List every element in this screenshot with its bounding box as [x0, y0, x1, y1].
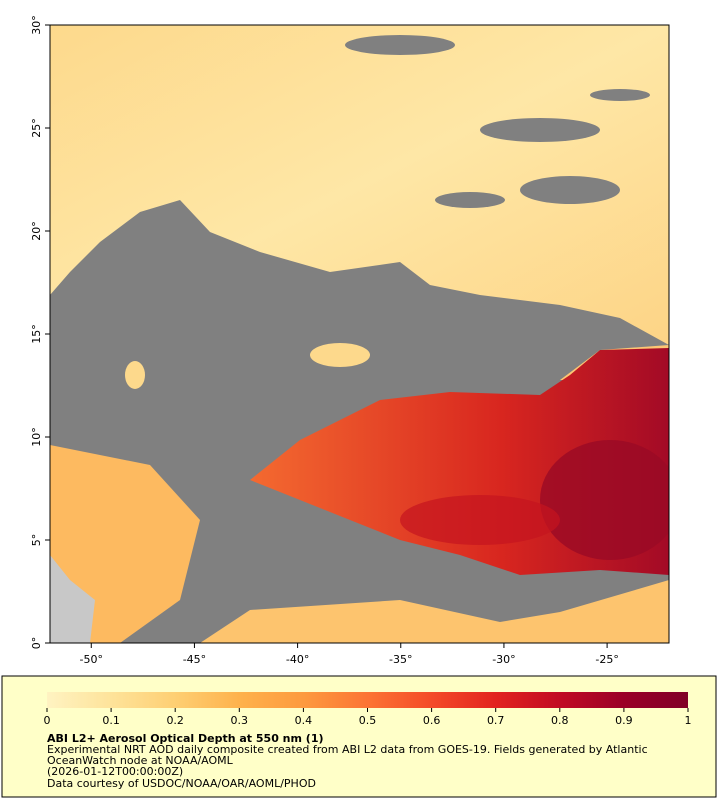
caption-title: ABI L2+ Aerosol Optical Depth at 550 nm … [47, 732, 324, 745]
caption-credit: Data courtesy of USDOC/NOAA/OAR/AOML/PHO… [47, 777, 316, 790]
y-tick-label: 15° [30, 324, 43, 344]
caption-date: (2026-01-12T00:00:00Z) [47, 765, 183, 778]
colorbar-tick-label: 0 [44, 714, 51, 727]
y-tick-label: 0° [30, 637, 43, 650]
colorbar-tick-label: 0.7 [487, 714, 505, 727]
map-image [50, 25, 669, 643]
colorbar-tick-label: 0.9 [615, 714, 633, 727]
x-tick-label: -25° [595, 653, 618, 666]
colorbar-tick-label: 1 [685, 714, 692, 727]
y-tick-label: 20° [30, 221, 43, 241]
y-tick-label: 10° [30, 427, 43, 447]
colorbar-tick-label: 0.3 [231, 714, 249, 727]
y-tick-label: 30° [30, 15, 43, 35]
colorbar [47, 692, 688, 708]
x-tick-label: -30° [492, 653, 515, 666]
x-tick-label: -50° [80, 653, 103, 666]
colorbar-tick-label: 0.5 [359, 714, 377, 727]
colorbar-tick-label: 0.6 [423, 714, 441, 727]
colorbar-tick-label: 0.2 [166, 714, 184, 727]
colorbar-tick-label: 0.8 [551, 714, 569, 727]
colorbar-tick-label: 0.1 [102, 714, 120, 727]
x-tick-label: -40° [286, 653, 309, 666]
caption-description: OceanWatch node at NOAA/AOML [47, 754, 234, 767]
y-tick-label: 5° [30, 534, 43, 547]
x-tick-label: -35° [389, 653, 412, 666]
y-tick-label: 25° [30, 118, 43, 138]
colorbar-tick-label: 0.4 [295, 714, 313, 727]
x-tick-label: -45° [183, 653, 206, 666]
caption-description: Experimental NRT AOD daily composite cre… [47, 743, 648, 756]
